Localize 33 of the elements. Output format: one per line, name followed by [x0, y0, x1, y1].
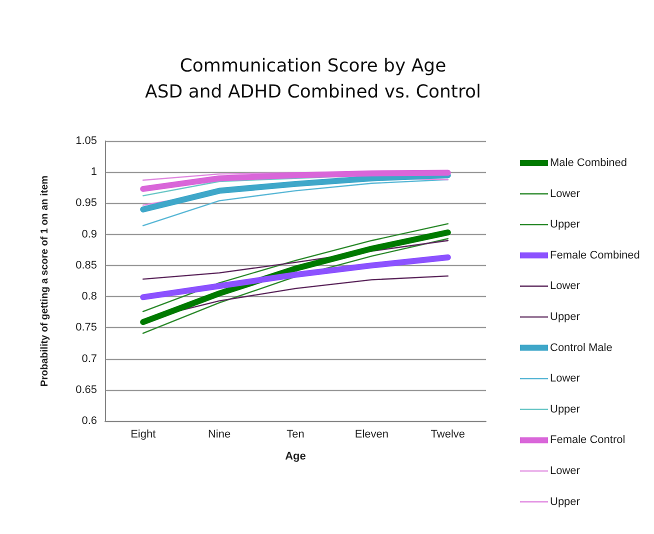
- x-tick-label: Nine: [208, 428, 231, 440]
- line-series: [142, 178, 449, 226]
- legend-label: Control Male: [550, 342, 612, 354]
- legend-label: Lower: [550, 280, 580, 292]
- y-tick-label: 0.75: [76, 322, 97, 334]
- chart-title: Communication Score by Age ASD and ADHD Combined vs. Control: [145, 56, 481, 102]
- x-tick-label: Eight: [130, 428, 156, 440]
- y-tick-label: 0.95: [76, 197, 97, 210]
- y-axis-title: Probability of getting a score of 1 on an item: [40, 175, 50, 387]
- y-tick-label: 0.8: [82, 290, 97, 303]
- y-tick-label: 0.6: [82, 415, 97, 427]
- line-series: [142, 238, 449, 334]
- x-tick-label: Ten: [286, 428, 304, 440]
- y-tick-label: 0.85: [76, 259, 97, 272]
- x-tick-label: Eleven: [354, 428, 389, 440]
- legend-label: Lower: [550, 372, 580, 385]
- y-tick-label: 0.9: [82, 228, 97, 240]
- legend-label: Upper: [550, 496, 580, 508]
- y-tick-label: 1: [90, 166, 97, 178]
- legend-label: Female Control: [550, 434, 626, 446]
- legend-label: Male Combined: [550, 157, 628, 169]
- x-tick-label: Twelve: [430, 428, 466, 440]
- legend-label: Upper: [550, 218, 580, 231]
- legend-label: Lower: [550, 465, 580, 477]
- legend-label: Female Combined: [550, 249, 640, 262]
- y-tick-label: 1.05: [76, 135, 97, 147]
- legend-label: Upper: [550, 403, 580, 416]
- legend-label: Lower: [550, 188, 580, 200]
- y-tick-label: 0.65: [76, 384, 97, 396]
- y-tick-label: 0.7: [82, 352, 97, 365]
- legend-label: Upper: [550, 311, 580, 323]
- line-series: [142, 223, 449, 312]
- x-axis-title: Age: [285, 450, 306, 462]
